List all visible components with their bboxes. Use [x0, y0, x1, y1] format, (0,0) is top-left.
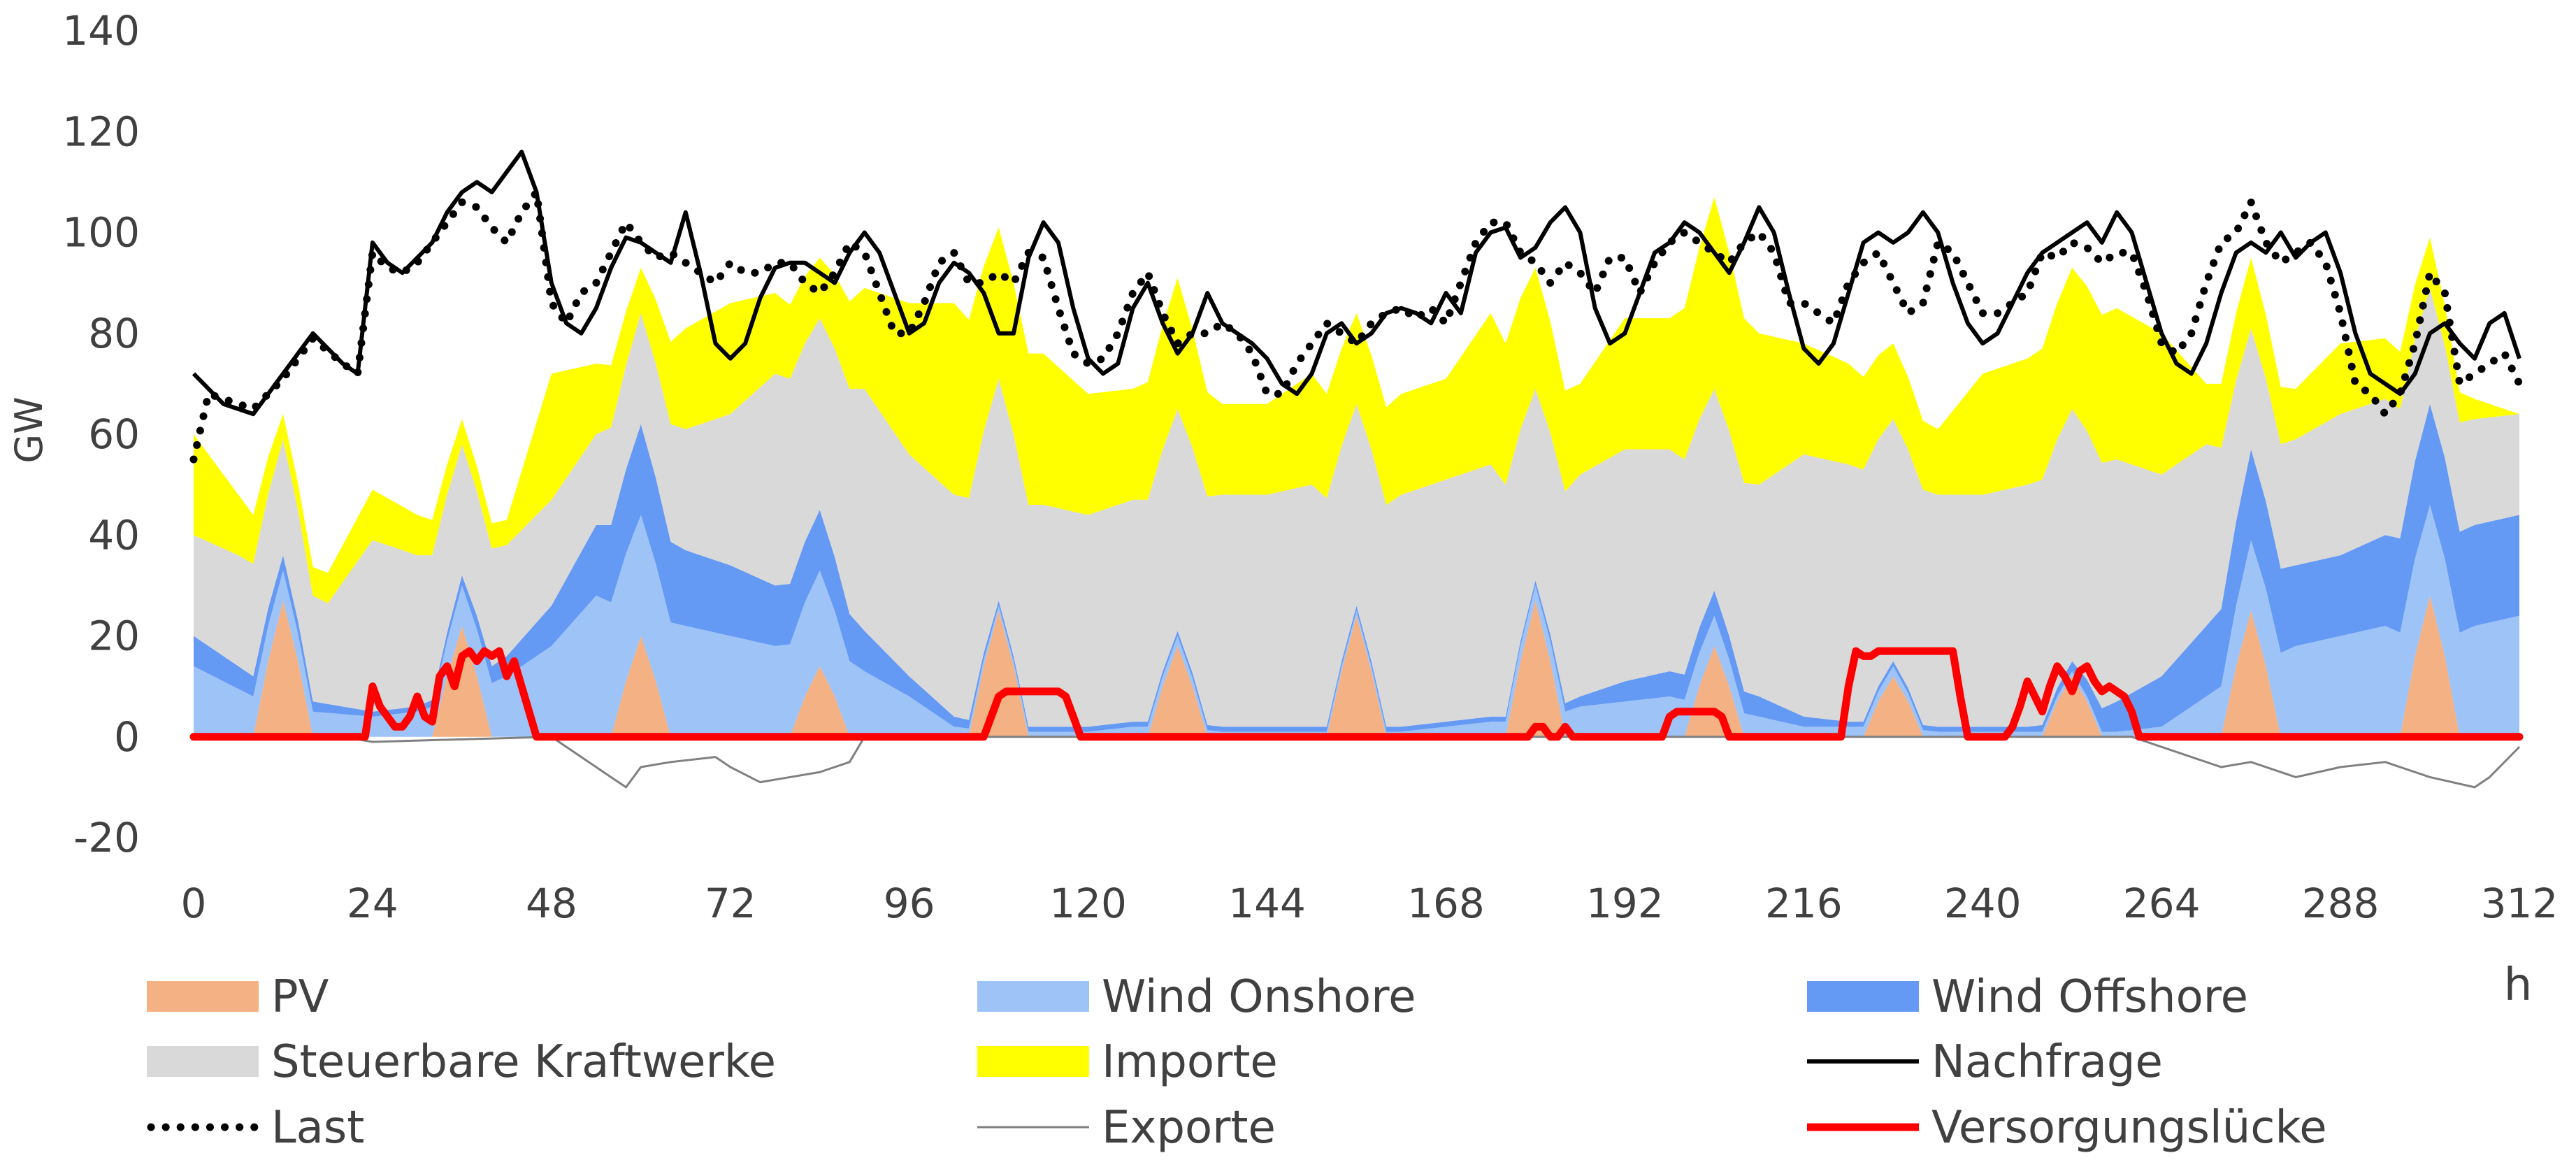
legend-label: Exporte: [1102, 1102, 1276, 1154]
x-tick-label: 264: [2123, 880, 2201, 927]
y-axis-ticks: 140 120 100 80 60 40 20 0 -20: [62, 7, 140, 861]
legend-item-pv: PV: [147, 971, 329, 1023]
stacked-area-group: [194, 197, 2519, 737]
legend-item-wind-offshore: Wind Offshore: [1807, 971, 2248, 1023]
y-tick-label: 60: [88, 410, 140, 458]
y-tick-label: 40: [88, 511, 140, 559]
line-series-group: [189, 150, 2524, 789]
legend-swatch: [1807, 981, 1919, 1012]
line-exporte: [194, 736, 2521, 789]
x-axis-unit-label: h: [2504, 959, 2533, 1011]
y-tick-label: 100: [62, 209, 140, 257]
line-last: [189, 188, 2524, 464]
x-tick-label: 0: [181, 880, 207, 927]
x-tick-label: 216: [1765, 880, 1843, 927]
y-axis-title: GW: [7, 396, 51, 463]
legend-label: PV: [271, 971, 329, 1023]
legend-item-nachfrage: Nachfrage: [1807, 1036, 2163, 1088]
legend-label: Steuerbare Kraftwerke: [271, 1036, 776, 1088]
chart-legend: PV Wind Onshore Wind Offshore Steuerbare Kr…: [147, 971, 2327, 1154]
legend-label: Last: [271, 1102, 364, 1154]
x-tick-label: 144: [1228, 880, 1306, 927]
legend-swatch: [977, 981, 1089, 1012]
area-importe: [194, 197, 2519, 603]
x-axis-ticks: 0 24 48 72 96 120 144 168 192 216 240 264 288 312: [181, 880, 2559, 927]
x-tick-label: 168: [1407, 880, 1485, 927]
legend-item-wind-onshore: Wind Onshore: [977, 971, 1416, 1023]
legend-label: Versorgungslücke: [1931, 1102, 2327, 1154]
line-versorgungsluecke: [189, 647, 2524, 741]
x-tick-label: 24: [347, 880, 398, 927]
y-tick-label: 140: [62, 7, 140, 55]
y-tick-label: 0: [114, 713, 140, 761]
x-tick-label: 240: [1944, 880, 2022, 927]
x-tick-label: 96: [884, 880, 935, 927]
legend-label: Nachfrage: [1931, 1036, 2163, 1088]
legend-swatch: [147, 1046, 259, 1077]
legend-item-versorgungsluecke: Versorgungslücke: [1807, 1102, 2327, 1154]
legend-label: Importe: [1102, 1036, 1278, 1088]
area-pv: [194, 595, 2519, 737]
legend-swatch: [147, 981, 259, 1012]
x-tick-label: 192: [1586, 880, 1664, 927]
y-tick-label: 80: [88, 310, 140, 357]
legend-item-importe: Importe: [977, 1036, 1278, 1088]
y-tick-label: -20: [73, 814, 140, 861]
area-wind-onshore: [194, 504, 2519, 737]
y-tick-label: 120: [62, 108, 140, 155]
y-tick-label: 20: [88, 613, 140, 660]
x-tick-label: 120: [1049, 880, 1127, 927]
x-tick-label: 48: [526, 880, 577, 927]
legend-item-exporte: Exporte: [977, 1102, 1276, 1154]
legend-item-steuerbare-kraftwerke: Steuerbare Kraftwerke: [147, 1036, 776, 1088]
area-wind-offshore: [194, 403, 2519, 732]
x-tick-label: 312: [2481, 880, 2559, 927]
legend-swatch: [977, 1046, 1089, 1077]
x-tick-label: 72: [705, 880, 756, 927]
x-tick-label: 288: [2302, 880, 2380, 927]
legend-item-last: Last: [147, 1102, 364, 1154]
legend-label: Wind Onshore: [1102, 971, 1416, 1023]
legend-label: Wind Offshore: [1931, 971, 2248, 1023]
area-steuerbare-kraftwerke: [194, 287, 2519, 727]
